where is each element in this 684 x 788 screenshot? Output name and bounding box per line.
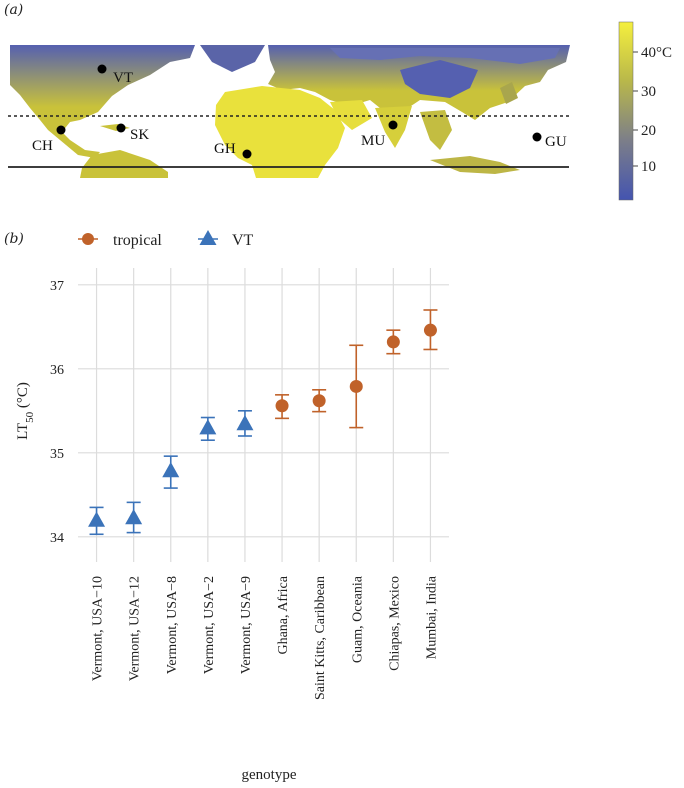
x-tick-label-1: Vermont, USA−12: [128, 576, 143, 681]
x-tick-label-5: Ghana, Africa: [276, 575, 291, 654]
colorbar: 40°C 30 20 10: [618, 21, 672, 201]
point-vt-0: [88, 511, 106, 527]
greenland-landmass: [200, 45, 265, 72]
africa-landmass: [215, 86, 345, 178]
location-dot-ch: [56, 125, 66, 135]
x-axis-title: genotype: [242, 767, 297, 783]
arabia-landmass: [330, 100, 372, 130]
grid-layer: [78, 268, 449, 562]
colorbar-gradient: [618, 21, 634, 201]
colorbar-label-40: 40°C: [641, 45, 672, 61]
legend-marker-vt: [199, 230, 217, 245]
point-vt-1: [125, 508, 143, 525]
y-axis-title: LT50 (°C): [15, 382, 36, 440]
point-vt-3: [199, 419, 217, 435]
cold-region-highland: [400, 60, 478, 98]
location-dot-gu: [532, 132, 542, 142]
x-tick-label-6: Saint Kitts, Caribbean: [313, 576, 328, 700]
south-america-landmass: [80, 150, 168, 178]
colorbar-label-30: 30: [641, 84, 656, 100]
legend-label-tropical: tropical: [113, 232, 162, 249]
y-tick-label-36: 36: [50, 363, 64, 378]
colorbar-label-10: 10: [641, 159, 656, 175]
location-label-sk: SK: [130, 127, 149, 143]
y-axis-title-unit: (°C): [15, 382, 31, 412]
y-tick-label-34: 34: [50, 531, 64, 546]
southeast-asia-landmass: [420, 110, 452, 150]
north-america-landmass: [10, 45, 195, 158]
legend-label-vt: VT: [232, 232, 254, 249]
colorbar-label-20: 20: [641, 123, 656, 139]
x-tick-label-0: Vermont, USA−10: [91, 576, 106, 681]
location-dot-mu: [388, 120, 398, 130]
x-axis-ticks: Vermont, USA−10 Vermont, USA−12 Vermont, U…: [91, 575, 440, 700]
panel-a-label: (a): [4, 2, 24, 18]
legend: tropical VT: [78, 230, 254, 249]
point-vt-4: [236, 414, 254, 431]
location-label-mu: MU: [361, 133, 385, 149]
panel-b-label: (b): [4, 231, 24, 247]
location-label-gh: GH: [214, 141, 236, 157]
location-dot-vt: [97, 64, 107, 74]
point-vt-2: [162, 461, 180, 478]
x-tick-label-3: Vermont, USA−2: [202, 576, 217, 674]
location-label-gu: GU: [545, 134, 567, 150]
y-axis-title-sub: 50: [24, 411, 36, 423]
location-label-ch: CH: [32, 138, 53, 154]
y-tick-label-35: 35: [50, 447, 64, 462]
caribbean-islands: [100, 124, 130, 131]
point-tropical-4: [423, 323, 437, 337]
indonesia-islands: [430, 156, 520, 174]
x-tick-label-8: Chiapas, Mexico: [387, 576, 402, 671]
point-tropical-1: [312, 394, 326, 408]
y-tick-label-37: 37: [50, 279, 64, 294]
y-axis-title-main: LT: [15, 423, 31, 440]
data-marks: [88, 309, 438, 536]
point-tropical-0: [275, 399, 289, 413]
x-tick-label-9: Mumbai, India: [424, 575, 439, 659]
y-axis-ticks: 34 35 36 37: [50, 279, 64, 546]
point-tropical-2: [349, 379, 363, 393]
x-tick-label-2: Vermont, USA−8: [165, 576, 180, 674]
location-dot-sk: [116, 123, 126, 133]
location-label-vt: VT: [113, 70, 133, 86]
x-tick-label-7: Guam, Oceania: [350, 575, 365, 663]
japan-islands: [500, 82, 518, 104]
location-dot-gh: [242, 149, 252, 159]
point-tropical-3: [386, 335, 400, 349]
cold-region-siberia: [330, 48, 560, 64]
legend-marker-tropical: [82, 233, 94, 245]
x-tick-label-4: Vermont, USA−9: [239, 576, 254, 674]
world-map: VT CH SK GH MU GU: [8, 45, 570, 178]
